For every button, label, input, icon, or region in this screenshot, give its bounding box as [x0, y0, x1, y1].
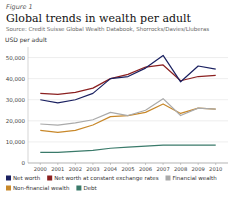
grid-line	[28, 57, 228, 58]
x-tick	[215, 163, 216, 165]
series-line	[40, 55, 215, 102]
x-tick	[75, 163, 76, 165]
y-tick-label: 50,000	[6, 55, 26, 61]
x-tick-label: 2002	[69, 166, 82, 172]
x-tick-label: 2007	[156, 166, 169, 172]
y-axis-line	[28, 47, 29, 163]
legend-item: Net worth at constant exchange rates	[47, 175, 158, 182]
legend-label: Debt	[83, 185, 97, 191]
y-tick-label: 30,000	[6, 97, 26, 103]
grid-line	[28, 120, 228, 121]
legend-swatch	[6, 186, 11, 191]
y-tick-label: 40,000	[6, 76, 26, 82]
grid-line	[28, 78, 228, 79]
series-line	[40, 99, 215, 125]
legend-swatch	[76, 186, 81, 191]
chart: Figure 1Global trends in wealth per adul…	[0, 0, 234, 215]
x-tick-label: 2009	[192, 166, 205, 172]
legend-item: Net worth	[6, 175, 41, 181]
grid-line	[28, 141, 228, 142]
figure-label: Figure 1	[6, 3, 33, 11]
legend-label: Financial wealth	[173, 175, 218, 181]
x-tick	[163, 163, 164, 165]
legend-label: Net worth at constant exchange rates	[54, 175, 158, 182]
grid-line	[28, 99, 228, 100]
title: Global trends in wealth per adult	[6, 12, 192, 25]
legend-item: Financial wealth	[166, 175, 218, 181]
y-tick-label: 10,000	[6, 139, 26, 145]
x-tick-label: 2006	[139, 166, 152, 172]
source: Source: Credit Suisse Global Wealth Data…	[6, 26, 209, 32]
legend-item: Non-financial wealth	[6, 185, 70, 191]
x-tick	[92, 163, 93, 165]
y-grid	[28, 58, 228, 163]
y-axis-label: USD per adult	[5, 36, 48, 44]
legend-label: Non-financial wealth	[13, 185, 70, 191]
x-tick	[128, 163, 129, 165]
x-tick	[180, 163, 181, 165]
series-line	[40, 65, 215, 95]
x-tick-label: 2003	[86, 166, 99, 172]
legend-swatch	[47, 176, 52, 181]
x-tick-label: 2008	[174, 166, 187, 172]
y-tick-label: 20,000	[6, 118, 26, 124]
x-tick	[110, 163, 111, 165]
series-line	[40, 104, 215, 132]
series-line	[40, 145, 215, 152]
x-tick-label: 2001	[51, 166, 64, 172]
x-tick	[40, 163, 41, 165]
legend-swatch	[166, 176, 171, 181]
x-tick-label: 2004	[104, 166, 118, 172]
legend-swatch	[6, 176, 11, 181]
x-tick-label: 2000	[34, 166, 47, 172]
x-tick	[198, 163, 199, 165]
x-tick	[145, 163, 146, 165]
legend-item: Debt	[76, 185, 97, 191]
x-tick-label: 2005	[121, 166, 134, 172]
y-tick-label: 0	[22, 160, 26, 166]
x-tick-label: 2010	[209, 166, 222, 172]
legend-label: Net worth	[13, 175, 41, 181]
legend: Net worth Net worth at constant exchange …	[6, 175, 217, 191]
lines	[40, 55, 215, 152]
x-tick	[57, 163, 58, 165]
